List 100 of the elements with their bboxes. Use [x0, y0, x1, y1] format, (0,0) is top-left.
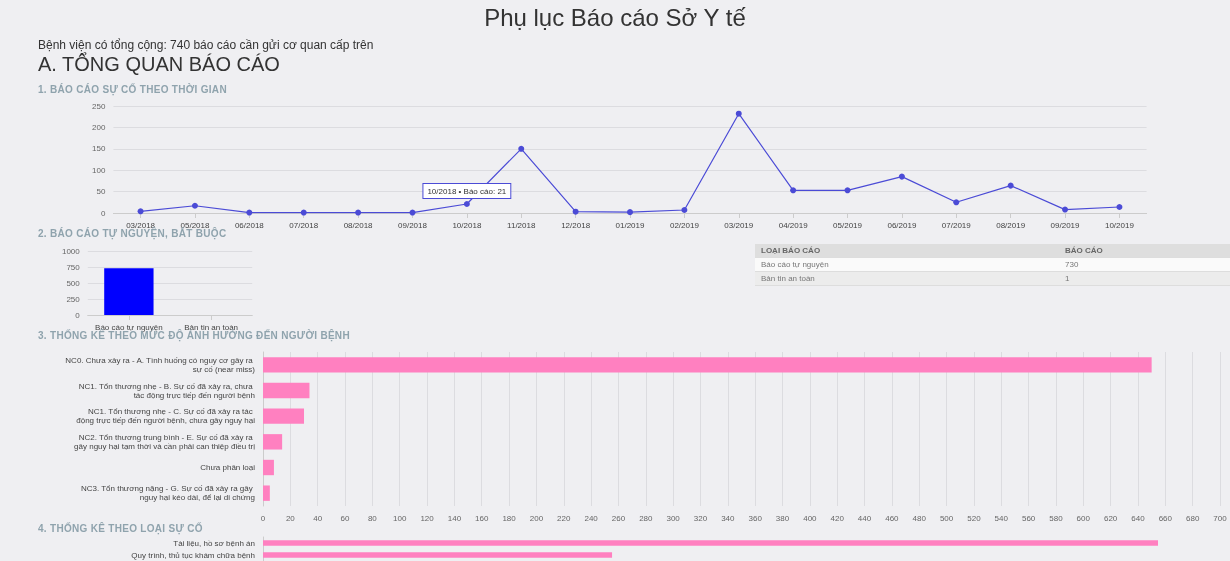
y-tick-label: 50	[96, 187, 106, 197]
y-tick-label: NC1. Tổn thương nhẹ - C. Sự cố đã xảy ra tác động trực tiếp đến người bệnh, chưa gây nguy hại	[76, 407, 256, 426]
x-tick-label: 07/2018	[289, 221, 319, 230]
point	[953, 199, 960, 206]
x-tick-label: 140	[447, 513, 462, 523]
y-tick-label: 500	[66, 278, 81, 288]
point	[137, 208, 144, 215]
x-tick-label: 660	[1158, 513, 1173, 523]
text: A. TỔNG QUAN BÁO CÁO	[38, 53, 281, 76]
x-tick-label: 360	[748, 513, 763, 523]
x-tick-label: 700	[1213, 513, 1228, 523]
x-tick-label: 420	[830, 513, 845, 523]
data-label: 730	[1059, 257, 1230, 272]
y-tick-label: NC2. Tổn thương trung bình - E. Sự cố đã xảy ra gây nguy hại tạm thời và cần phải can thiệp điều trị	[74, 432, 256, 451]
data-label: 1	[1059, 271, 1230, 286]
x-tick-label: 20	[285, 513, 296, 523]
x-tick-label: 620	[1103, 513, 1118, 523]
x-tick-label: 06/2018	[234, 221, 265, 230]
x-tick-label: 100	[393, 513, 407, 523]
x-tick-label: 340	[721, 513, 736, 523]
bar	[263, 434, 283, 450]
x-tick-label: 40	[313, 513, 323, 523]
x-tick-label: 10/2018	[452, 221, 482, 230]
point	[1116, 204, 1123, 211]
x-tick-label: 04/2019	[778, 221, 809, 230]
y-tick-label: 0	[100, 208, 106, 218]
x-tick-label: 500	[939, 513, 954, 523]
point	[572, 208, 579, 215]
point	[1062, 206, 1069, 213]
point	[735, 110, 742, 117]
x-tick-label: 180	[502, 513, 517, 523]
x-tick-label: 220	[557, 513, 571, 523]
point	[898, 173, 905, 180]
chart-title: 3. THỐNG KÊ THEO MỨC ĐỘ ẢNH HƯỞNG ĐẾN NGƯỜI BỆNH	[38, 330, 350, 341]
x-tick-label: 520	[967, 513, 982, 523]
x-tick-label: 300	[666, 513, 681, 523]
x-tick-label: 200	[529, 513, 544, 523]
x-tick-label: 12/2018	[561, 221, 591, 230]
x-tick-label: 540	[994, 513, 1009, 523]
y-tick-label: 150	[92, 144, 106, 154]
x-tick-label: 460	[885, 513, 900, 523]
x-tick-label: 380	[775, 513, 790, 523]
x-tick-label: 680	[1185, 513, 1200, 523]
category-label: Bản tin an toàn	[755, 271, 1059, 286]
text: 4. THỐNG KÊ THEO LOẠI SỰ CỐ	[38, 523, 203, 534]
y-tick-label: 250	[92, 101, 106, 111]
y-tick-label: 750	[66, 262, 81, 272]
x-tick-label: 01/2019	[615, 221, 646, 230]
x-tick-label: 06/2019	[887, 221, 917, 230]
point	[463, 201, 470, 208]
x-tick-label: 560	[1021, 513, 1036, 523]
chart-title: 2. BÁO CÁO TỰ NGUYỆN, BẮT BUỘC	[38, 228, 227, 239]
y-tick-label: 250	[66, 294, 81, 304]
bar	[263, 459, 274, 476]
category-label: Báo cáo tự nguyện	[755, 257, 1059, 272]
point	[681, 207, 688, 213]
x-tick-label: 260	[611, 513, 626, 523]
x-tick-label: 480	[912, 513, 927, 523]
x-tick-label: 03/2019	[724, 221, 754, 230]
bar	[263, 357, 1152, 373]
y-tick-label: NC0. Chưa xảy ra - A. Tình huống có nguy cơ gây ra sự cố (near miss)	[65, 355, 256, 374]
x-tick-label: 80	[367, 513, 378, 523]
x-tick-label: 03/2018	[126, 221, 156, 230]
x-tick-label: 08/2018	[343, 221, 374, 230]
x-tick-label: 160	[475, 513, 489, 523]
x-tick-label: 60	[340, 513, 351, 523]
x-tick-label: 320	[693, 513, 708, 523]
y-tick-label: Quy trình, thủ tục khám chữa bệnh	[131, 550, 255, 560]
text: Phụ lục Báo cáo Sở Y tế	[483, 4, 747, 32]
x-tick-label: 0	[260, 513, 266, 523]
x-tick-label: 280	[639, 513, 654, 523]
point	[844, 187, 851, 194]
x-tick-label: 580	[1049, 513, 1064, 523]
x-tick-label: 07/2019	[941, 221, 972, 230]
point	[518, 145, 525, 152]
y-tick-label: Chưa phân loại	[200, 463, 256, 472]
y-tick-label: 200	[92, 122, 106, 132]
point	[790, 187, 797, 194]
bar	[263, 382, 310, 399]
annotation: 10/2018 • Báo cáo: 21	[427, 186, 507, 196]
y-tick-label: NC3. Tổn thương nặng - G. Sự cố đã xảy ra gây nguy hại kéo dài, để lại di chứng	[80, 484, 255, 503]
x-tick-label: 240	[584, 513, 599, 523]
y-tick-label: 0	[75, 310, 81, 320]
point	[1007, 182, 1014, 189]
x-tick-label: 02/2019	[669, 221, 700, 230]
x-tick-label: 600	[1076, 513, 1091, 523]
point	[191, 202, 198, 209]
x-tick-label: 11/2018	[507, 221, 536, 230]
bar	[263, 485, 270, 501]
x-tick-label: 120	[420, 513, 435, 523]
bar	[263, 408, 305, 424]
x-tick-label: 09/2019	[1050, 221, 1081, 230]
x-tick-label: 08/2019	[996, 221, 1026, 230]
x-tick-label: 640	[1131, 513, 1146, 523]
y-tick-label: Tài liệu, hồ sơ bệnh án	[173, 538, 255, 548]
y-tick-label: 100	[92, 165, 106, 175]
x-tick-label: 400	[803, 513, 818, 523]
chart-title: 1. BÁO CÁO SỰ CỐ THEO THỜI GIAN	[38, 84, 227, 95]
y-tick-label: NC1. Tổn thương nhẹ - B. Sự cố đã xảy ra, chưa tác động trực tiếp đến người bệnh	[78, 381, 255, 400]
x-tick-label: 05/2019	[833, 221, 863, 230]
